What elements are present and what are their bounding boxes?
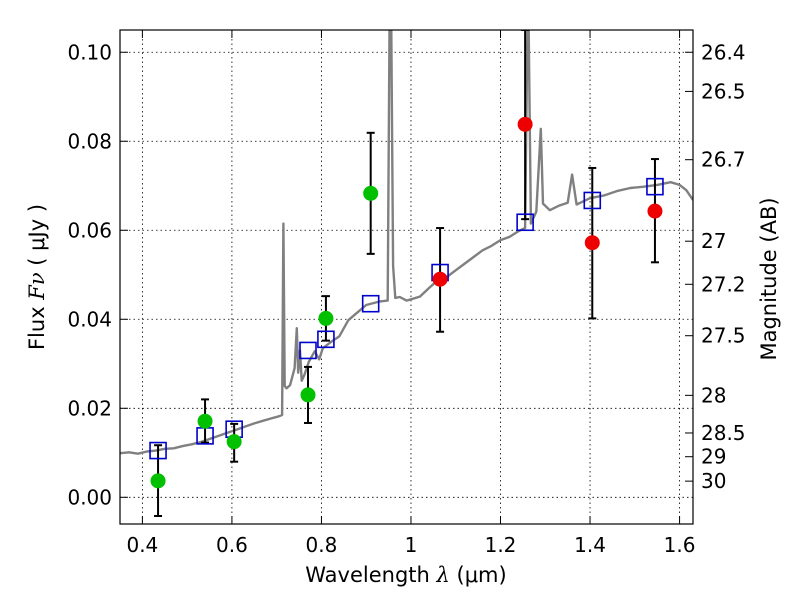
x-tick-label: 1.4 bbox=[574, 533, 606, 557]
model-photometry-square bbox=[361, 294, 380, 313]
y-tick-label: 0.08 bbox=[67, 129, 112, 153]
y-tick-label: 0.00 bbox=[67, 485, 112, 509]
y-tick-label: 0.02 bbox=[67, 396, 112, 420]
observed-flux-point bbox=[584, 235, 600, 251]
y-axis-label: Flux Fν ( μJy ) bbox=[25, 204, 49, 350]
model-photometry-square bbox=[317, 330, 335, 349]
model-photometry-square bbox=[516, 213, 534, 232]
x-tick-label: 0.6 bbox=[216, 533, 248, 557]
observed-flux-point bbox=[197, 413, 213, 429]
x-axis-label: Wavelength λ (μm) bbox=[305, 563, 506, 587]
x-tick-label: 0.8 bbox=[306, 533, 338, 557]
magnitude-tick-label: 26.5 bbox=[701, 79, 746, 103]
observed-flux-point bbox=[432, 271, 448, 287]
magnitude-tick-label: 29 bbox=[701, 445, 726, 469]
observed-flux-point bbox=[363, 185, 379, 201]
magnitude-tick-label: 30 bbox=[701, 469, 726, 493]
x-tick-label: 0.4 bbox=[126, 533, 158, 557]
y-tick-label: 0.04 bbox=[67, 307, 112, 331]
y-tick-label: 0.10 bbox=[67, 40, 112, 64]
observed-flux-point bbox=[318, 310, 334, 326]
magnitude-tick-label: 27.2 bbox=[701, 272, 746, 296]
model-photometry-square bbox=[149, 441, 167, 460]
plot-area bbox=[120, 30, 693, 517]
magnitude-tick-label: 26.4 bbox=[701, 40, 746, 64]
observed-flux-point bbox=[517, 116, 533, 132]
magnitude-axis-label: Magnitude (AB) bbox=[757, 197, 781, 360]
model-photometry-square bbox=[583, 191, 602, 210]
observed-flux-point bbox=[647, 203, 663, 219]
magnitude-tick-label: 28.5 bbox=[701, 421, 746, 445]
magnitude-tick-label: 28 bbox=[701, 383, 726, 407]
observed-flux-point bbox=[300, 387, 316, 403]
magnitude-tick-label: 27.5 bbox=[701, 324, 746, 348]
x-tick-label: 1.2 bbox=[485, 533, 517, 557]
model-photometry-square bbox=[299, 341, 317, 360]
observed-flux-point bbox=[226, 434, 242, 450]
model-photometry-square bbox=[646, 177, 664, 196]
axis-ticks: 0.4 0.6 0.8 1 1.2 1.4 1.6 0.00 0.02 0.04 0.06 0.08 0… bbox=[67, 30, 746, 557]
x-tick-label: 1 bbox=[405, 533, 418, 557]
model-spectrum-line bbox=[120, 30, 693, 455]
grid bbox=[120, 30, 693, 524]
plot-frame bbox=[119, 29, 694, 525]
magnitude-tick-label: 26.7 bbox=[701, 148, 746, 172]
x-tick-label: 1.6 bbox=[664, 533, 696, 557]
y-tick-label: 0.06 bbox=[67, 218, 112, 242]
magnitude-tick-label: 27 bbox=[701, 229, 726, 253]
observed-flux-point bbox=[150, 473, 166, 489]
